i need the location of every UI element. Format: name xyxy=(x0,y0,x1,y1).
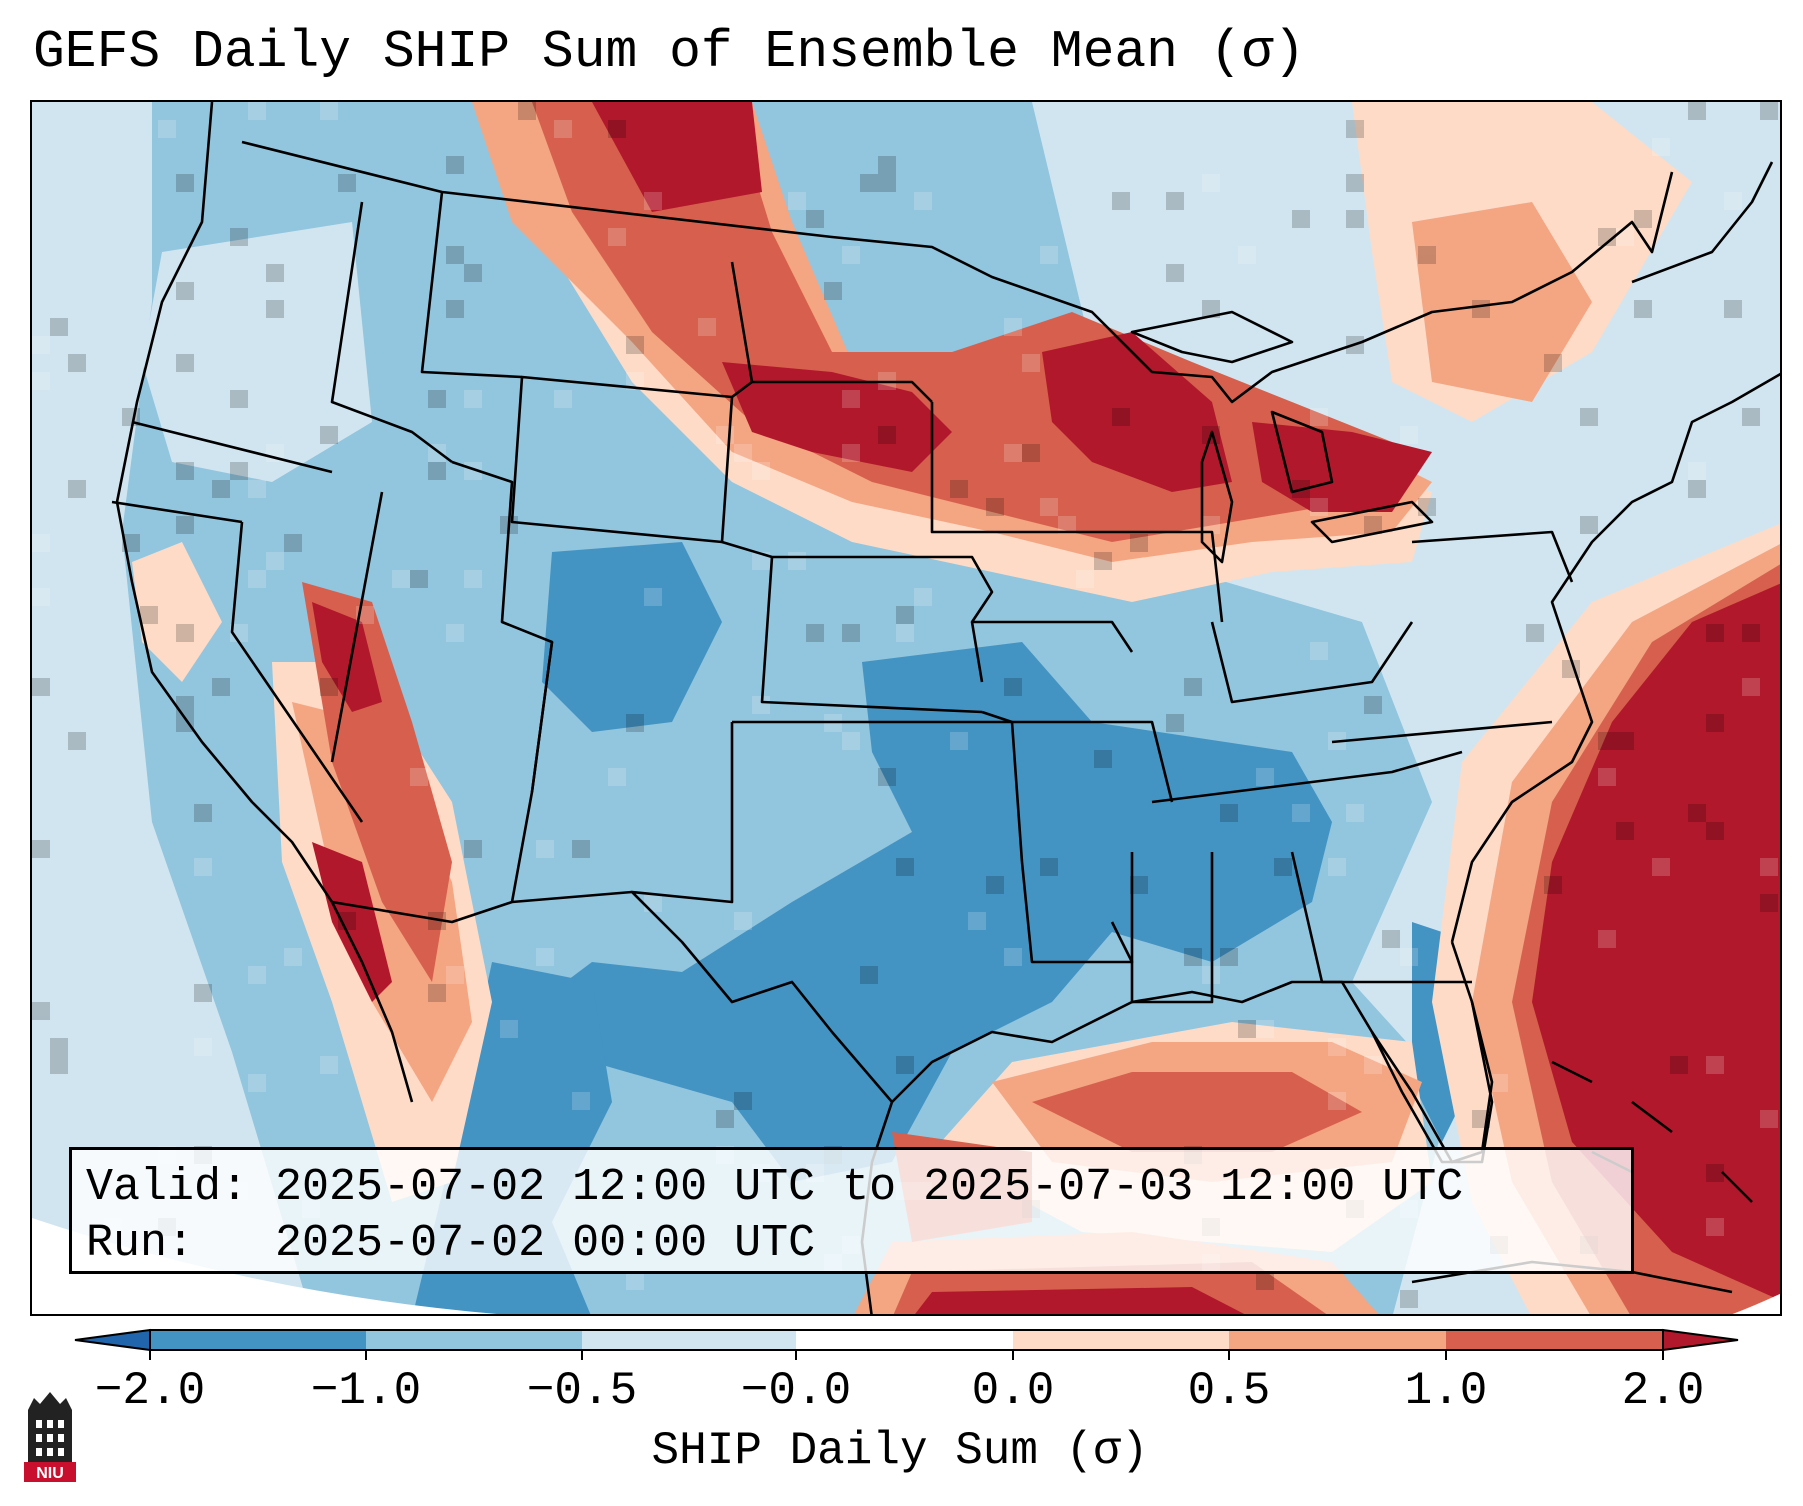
niu-logo: NIU xyxy=(24,1392,76,1482)
coast-atlantic xyxy=(1450,372,1780,943)
map-panel: Valid: 2025-07-02 12:00 UTC to 2025-07-0… xyxy=(30,100,1782,1316)
valid-label: Valid: xyxy=(86,1162,249,1213)
state-line-wi-il xyxy=(1092,530,1224,623)
state-line-mt xyxy=(420,191,523,379)
colorbar-segment-5 xyxy=(1013,1330,1229,1350)
run-label: Run: xyxy=(86,1218,195,1269)
state-line-or-ca xyxy=(111,500,243,524)
state-line-az-mexico xyxy=(331,900,513,924)
state-line-ne xyxy=(721,540,994,683)
valid-time-box: Valid: 2025-07-02 12:00 UTC to 2025-07-0… xyxy=(69,1147,1634,1274)
state-line-ms-al xyxy=(1130,852,1214,1004)
state-line-mn-ia xyxy=(930,402,1092,534)
colorbar-tick-label: 0.0 xyxy=(971,1365,1055,1417)
anomaly-region-red-dark-nevada xyxy=(312,602,382,712)
colorbar-segment-3 xyxy=(582,1330,796,1350)
state-line-ia-mo xyxy=(972,620,1134,653)
colorbar-outline xyxy=(149,1329,1664,1351)
state-line-ks xyxy=(760,556,983,714)
lake-erie xyxy=(1310,500,1434,544)
anomaly-map xyxy=(32,102,1780,1314)
chart-title: GEFS Daily SHIP Sum of Ensemble Mean (σ) xyxy=(33,22,1306,82)
projection-edge xyxy=(32,1218,498,1314)
logo-text: NIU xyxy=(36,1465,64,1482)
anomaly-region-red-dark-caribbean xyxy=(915,1287,1245,1314)
state-line-id xyxy=(330,201,453,464)
anomaly-region-red-dark-greatlakes xyxy=(1042,332,1232,492)
coast-newfoundland xyxy=(1631,161,1774,284)
state-line-ca-nv xyxy=(230,521,364,823)
islands-bahamas xyxy=(1551,1060,1753,1203)
colorbar-tick-label: 0.5 xyxy=(1187,1365,1271,1417)
anomaly-region-red-gulf xyxy=(1032,1072,1362,1152)
anomaly-region-blue-colorado xyxy=(542,542,722,732)
coast-pacific xyxy=(115,102,414,1103)
lake-michigan xyxy=(1200,430,1234,564)
state-line-wa-or xyxy=(131,420,333,474)
colorbar-segment-6 xyxy=(1229,1330,1446,1350)
state-line-dakotas xyxy=(752,380,933,403)
state-line-nv-ut xyxy=(330,491,384,763)
colorbar-segment-7 xyxy=(1446,1330,1663,1350)
state-line-pa-ny xyxy=(1411,530,1574,583)
lake-huron xyxy=(1270,410,1334,494)
projection-edge-right xyxy=(1732,1293,1780,1314)
colorbar-segment-2 xyxy=(366,1330,582,1350)
anomaly-region-red-dark-montana xyxy=(592,102,762,212)
valid-line: Valid: 2025-07-02 12:00 UTC to 2025-07-0… xyxy=(86,1160,1617,1216)
state-line-nm-az xyxy=(510,641,633,904)
state-line-mo-ar xyxy=(981,710,1174,803)
colorbar-extend-max xyxy=(1662,1328,1739,1352)
anomaly-region-red-dark-baja xyxy=(312,842,392,1002)
anomaly-region-red-dark-atlantic xyxy=(1532,583,1780,1301)
colorbar-tick-label: −2.0 xyxy=(94,1365,206,1417)
state-line-ar-la xyxy=(1020,861,1134,964)
state-line-va-nc xyxy=(1331,720,1553,744)
colorbar-tick-label: −0.0 xyxy=(740,1365,852,1417)
state-line-tx-nm xyxy=(630,722,893,1103)
run-line: Run: 2025-07-02 00:00 UTC xyxy=(86,1216,1617,1272)
anomaly-region-pale-west xyxy=(142,222,372,482)
state-line-oh-in xyxy=(1210,621,1414,704)
colorbar-tick-label: 1.0 xyxy=(1404,1365,1488,1417)
anomaly-region-blue-south xyxy=(512,642,1332,1182)
colorbar-extend-min xyxy=(74,1328,151,1352)
colorbar-tick-label: −1.0 xyxy=(310,1365,422,1417)
state-line-ga-sc xyxy=(1290,851,1472,984)
colorbar-segment-4 xyxy=(796,1330,1013,1350)
state-line-tn-ky xyxy=(1151,750,1463,804)
colorbar xyxy=(74,1328,1739,1360)
valid-value: 2025-07-02 12:00 UTC to 2025-07-03 12:00… xyxy=(275,1162,1464,1213)
anomaly-region-red-dark-dakotas xyxy=(722,362,952,472)
border-us-canada xyxy=(241,140,1674,404)
colorbar-tick-label: 2.0 xyxy=(1621,1365,1705,1417)
coast-gulf xyxy=(891,941,1494,1164)
run-value: 2025-07-02 00:00 UTC xyxy=(275,1218,816,1269)
colorbar-tick-label: −0.5 xyxy=(526,1365,638,1417)
lake-superior xyxy=(1130,310,1294,364)
colorbar-label: SHIP Daily Sum (σ) xyxy=(651,1425,1149,1477)
anomaly-region-red-pale-california xyxy=(132,542,222,682)
colorbar-segment-1 xyxy=(150,1330,366,1350)
